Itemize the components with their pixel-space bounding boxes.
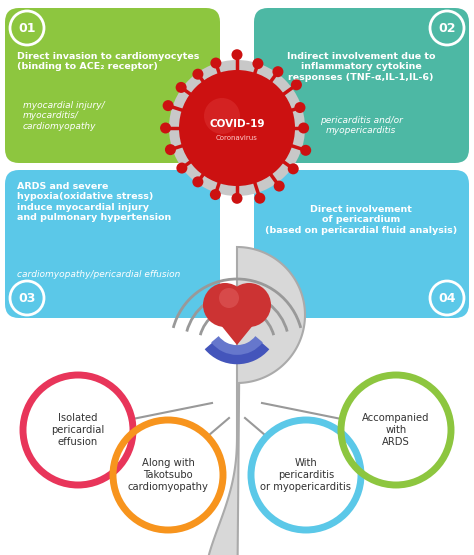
Text: With
pericarditis
or myopericarditis: With pericarditis or myopericarditis xyxy=(261,458,352,492)
Text: myocardial injury/
myocarditis/
cardiomyopathy: myocardial injury/ myocarditis/ cardiomy… xyxy=(23,101,105,131)
Text: 01: 01 xyxy=(18,22,36,34)
Circle shape xyxy=(210,58,221,68)
Circle shape xyxy=(298,123,309,134)
Text: COVID-19: COVID-19 xyxy=(209,119,265,129)
Circle shape xyxy=(169,60,305,196)
Circle shape xyxy=(210,189,221,200)
Circle shape xyxy=(253,58,264,69)
Circle shape xyxy=(300,145,311,156)
FancyBboxPatch shape xyxy=(5,170,220,318)
Circle shape xyxy=(291,79,302,90)
Circle shape xyxy=(231,49,243,60)
FancyBboxPatch shape xyxy=(254,170,469,318)
Text: ARDS and severe
hypoxia(oxidative stress)
induce myocardial injury
and pulmonary: ARDS and severe hypoxia(oxidative stress… xyxy=(17,182,171,222)
FancyBboxPatch shape xyxy=(5,8,220,163)
FancyBboxPatch shape xyxy=(254,8,469,163)
Circle shape xyxy=(273,66,283,77)
Circle shape xyxy=(176,82,187,93)
Circle shape xyxy=(23,375,133,485)
Circle shape xyxy=(255,193,265,204)
Circle shape xyxy=(430,11,464,45)
Circle shape xyxy=(10,11,44,45)
Text: pericarditis and/or
myopericarditis: pericarditis and/or myopericarditis xyxy=(319,116,402,135)
Circle shape xyxy=(192,176,203,188)
Text: Direct involvement
of pericardium
(based on pericardial fluid analysis): Direct involvement of pericardium (based… xyxy=(265,205,457,235)
Circle shape xyxy=(341,375,451,485)
Circle shape xyxy=(10,281,44,315)
Circle shape xyxy=(163,100,173,111)
Polygon shape xyxy=(205,247,305,555)
Text: 04: 04 xyxy=(438,291,456,305)
Circle shape xyxy=(160,123,171,134)
Text: Accompanied
with
ARDS: Accompanied with ARDS xyxy=(362,413,430,447)
Text: Isolated
pericardial
effusion: Isolated pericardial effusion xyxy=(51,413,105,447)
Text: 02: 02 xyxy=(438,22,456,34)
Text: 03: 03 xyxy=(18,291,36,305)
Text: Indirect involvement due to
inflammatory cytokine
responses (TNF-α,IL-1,IL-6): Indirect involvement due to inflammatory… xyxy=(287,52,435,82)
Circle shape xyxy=(113,420,223,530)
Text: Along with
Takotsubo
cardiomyopathy: Along with Takotsubo cardiomyopathy xyxy=(128,458,209,492)
Circle shape xyxy=(251,420,361,530)
Circle shape xyxy=(231,193,243,204)
Circle shape xyxy=(176,163,187,174)
Polygon shape xyxy=(207,308,267,345)
Circle shape xyxy=(192,69,203,80)
Circle shape xyxy=(288,163,299,174)
Circle shape xyxy=(219,288,239,308)
Circle shape xyxy=(165,144,176,155)
Text: Coronavirus: Coronavirus xyxy=(216,135,258,141)
Circle shape xyxy=(204,98,240,134)
Circle shape xyxy=(273,180,285,191)
Circle shape xyxy=(430,281,464,315)
Text: Direct invasion to cardiomyocytes
(binding to ACE₂ receptor): Direct invasion to cardiomyocytes (bindi… xyxy=(17,52,200,72)
Circle shape xyxy=(179,70,295,186)
Circle shape xyxy=(227,283,271,327)
Text: cardiomyopathy/pericardial effusion: cardiomyopathy/pericardial effusion xyxy=(17,270,181,279)
Circle shape xyxy=(203,283,247,327)
Circle shape xyxy=(294,102,305,113)
